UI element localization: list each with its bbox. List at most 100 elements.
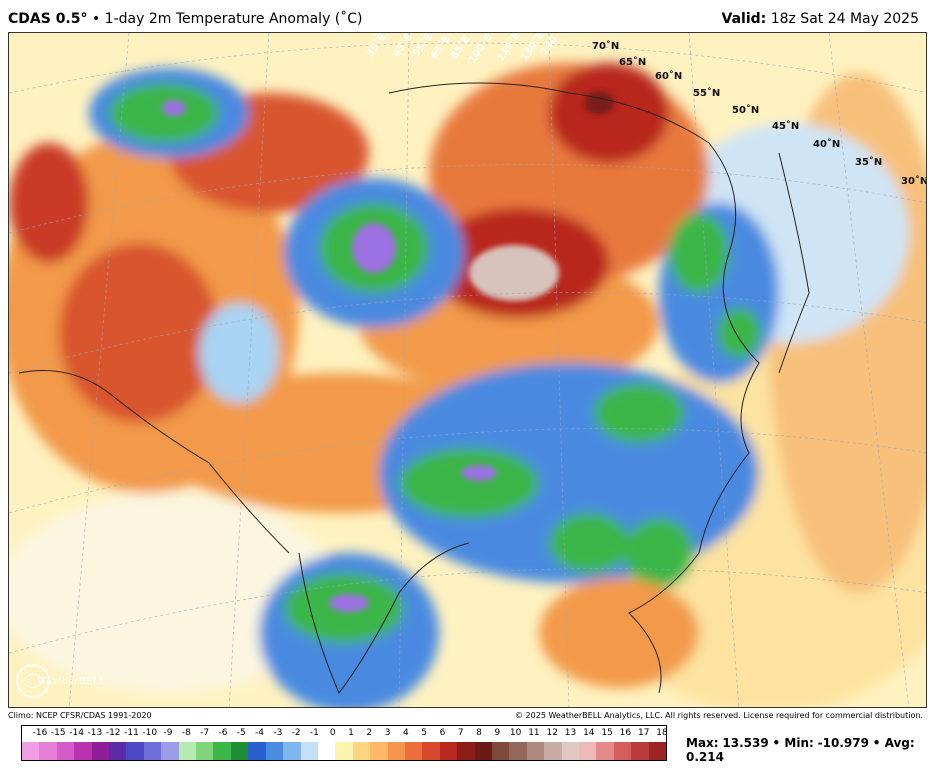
- colorbar-tick-label: -12: [105, 728, 121, 738]
- colorbar-swatches: [22, 742, 667, 760]
- anomaly-map: 70˚N 65˚N 60˚N 55˚N 50˚N 45˚N 40˚N 35˚N …: [8, 32, 927, 708]
- colorbar-tick-label: -4: [255, 728, 265, 738]
- map-footer: Climo: NCEP CFSR/CDAS 1991-2020 © 2025 W…: [0, 708, 935, 768]
- colorbar-swatch: [39, 742, 57, 760]
- colorbar-tick-label: -5: [236, 728, 246, 738]
- colorbar-swatch: [91, 742, 110, 760]
- colorbar-swatch: [74, 742, 92, 760]
- avg-value: 0.214: [686, 750, 724, 764]
- north-china-green: [594, 383, 684, 443]
- stats: Max: 13.539 • Min: -10.979 • Avg: 0.214: [686, 736, 915, 764]
- colorbar-swatch: [509, 742, 527, 760]
- colorbar-tick-label: 10: [509, 728, 522, 738]
- colorbar-tick-label: -2: [291, 728, 301, 738]
- colorbar-swatch: [439, 742, 458, 760]
- colorbar-tick-label: 16: [619, 728, 632, 738]
- colorbar-swatch: [22, 742, 40, 760]
- avg-label: Avg:: [884, 736, 915, 750]
- india-purple: [329, 594, 369, 612]
- logo-text: WeatherBELL: [37, 677, 106, 687]
- tibet-purple: [461, 465, 497, 481]
- colorbar-tick-label: -16: [32, 728, 48, 738]
- scandinavia-green: [109, 83, 219, 143]
- colorbar-tick-label: -14: [69, 728, 84, 738]
- colorbar-swatch: [126, 742, 144, 760]
- colorbar-swatch: [370, 742, 388, 760]
- colorbar-tick-label: -3: [273, 728, 283, 738]
- korea-green: [717, 308, 761, 358]
- colorbar-tick-label: 1: [348, 728, 354, 738]
- colorbar-swatch: [474, 742, 492, 760]
- colorbar-tick-label: -6: [218, 728, 228, 738]
- colorbar-swatch: [561, 742, 579, 760]
- southeast-china-green: [624, 518, 694, 588]
- colorbar-swatch: [248, 742, 266, 760]
- min-value: -10.979: [817, 736, 869, 750]
- west-siberia-purple: [352, 223, 396, 273]
- colorbar-tick-label: 5: [421, 728, 428, 738]
- colorbar-swatch: [491, 742, 510, 760]
- colorbar-swatch: [422, 742, 440, 760]
- colorbar-swatch: [404, 742, 423, 760]
- colorbar-tick-label: 13: [564, 728, 577, 738]
- colorbar-tick-label: 14: [583, 728, 595, 738]
- colorbar-tick-label: -10: [142, 728, 158, 738]
- model-name: CDAS 0.5°: [8, 11, 88, 27]
- west-hot: [9, 143, 89, 263]
- colorbar-swatch: [283, 742, 301, 760]
- colorbar-tick-label: 7: [457, 728, 464, 738]
- siberia-hot: [549, 63, 669, 163]
- colorbar-swatch: [631, 742, 649, 760]
- colorbar-swatch: [213, 742, 231, 760]
- colorbar-swatch: [300, 742, 318, 760]
- lat-label-35: 35˚N: [855, 157, 883, 168]
- colorbar-tick-label: 0: [329, 728, 336, 738]
- colorbar-swatch: [178, 742, 197, 760]
- copyright-note: © 2025 WeatherBELL Analytics, LLC. All r…: [515, 711, 923, 720]
- coastlines: [18, 82, 810, 694]
- colorbar-tick-label: -9: [163, 728, 173, 738]
- map-title: CDAS 0.5° • 1-day 2m Temperature Anomaly…: [8, 11, 363, 27]
- lat-label-40: 40˚N: [813, 139, 841, 150]
- min-label: Min:: [784, 736, 814, 750]
- lat-label-45: 45˚N: [772, 121, 800, 132]
- lat-label-60: 60˚N: [655, 71, 683, 82]
- colorbar-tick-label: -7: [200, 728, 210, 738]
- colorbar-tick-label: 2: [366, 728, 373, 738]
- colorbar-swatch: [196, 742, 214, 760]
- colorbar-tick-label: 9: [494, 728, 501, 738]
- indochina-warm: [539, 578, 699, 688]
- colorbar-swatch: [352, 742, 371, 760]
- colorbar-swatch: [109, 742, 127, 760]
- colorbar-tick-label: 11: [528, 728, 540, 738]
- scandinavia-purple: [162, 100, 186, 116]
- graticule: [9, 33, 926, 707]
- colorbar-swatch: [317, 742, 336, 760]
- map-header: CDAS 0.5° • 1-day 2m Temperature Anomaly…: [0, 0, 935, 32]
- product-name: • 1-day 2m Temperature Anomaly (˚C): [91, 11, 363, 27]
- siberia-core: [584, 91, 614, 115]
- valid-label: Valid:: [721, 11, 767, 27]
- caspian-cool: [199, 303, 279, 403]
- colorbar-tick-label: 8: [476, 728, 482, 738]
- lat-label-55: 55˚N: [693, 88, 721, 99]
- climo-note: Climo: NCEP CFSR/CDAS 1991-2020: [8, 711, 152, 720]
- colorbar-tick-label: -8: [181, 728, 191, 738]
- colorbar: -16 -15 -14 -13 -12 -11 -10 -9 -8 -7 -6 -5 -4 -3 -2 -1 0…: [21, 725, 668, 761]
- colorbar-swatch: [387, 742, 405, 760]
- colorbar-swatch: [457, 742, 475, 760]
- valid-time-value: 18z Sat 24 May 2025: [770, 11, 919, 27]
- south-china-green: [549, 513, 629, 573]
- colorbar-tick-label: -11: [124, 728, 139, 738]
- colorbar-swatch: [265, 742, 284, 760]
- colorbar-swatch: [648, 742, 667, 760]
- colorbar-tick-label: 3: [384, 728, 391, 738]
- colorbar-tick-label: 15: [601, 728, 613, 738]
- colorbar-swatch: [230, 742, 249, 760]
- colorbar-tick-label: 4: [403, 728, 409, 738]
- lat-label-70: 70˚N: [592, 41, 620, 52]
- colorbar-swatch: [335, 742, 353, 760]
- anomaly-field: [9, 33, 926, 707]
- baikal-core: [469, 245, 559, 301]
- colorbar-swatch: [526, 742, 545, 760]
